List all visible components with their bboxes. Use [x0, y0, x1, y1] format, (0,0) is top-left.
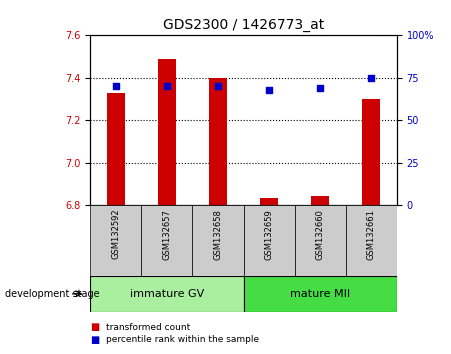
Text: development stage: development stage [5, 289, 99, 299]
Bar [158, 59, 176, 205]
Text: GSM132660: GSM132660 [316, 209, 325, 260]
Bar [107, 93, 124, 205]
Bar [141, 205, 193, 276]
Point [163, 83, 170, 88]
Bar [362, 99, 380, 205]
Text: GSM132659: GSM132659 [265, 209, 274, 259]
Bar [244, 276, 397, 312]
Bar [209, 78, 227, 205]
Point [368, 75, 375, 81]
Bar [193, 205, 244, 276]
Text: ■: ■ [90, 335, 100, 345]
Text: percentile rank within the sample: percentile rank within the sample [106, 335, 259, 344]
Bar [244, 205, 295, 276]
Bar [260, 198, 278, 205]
Point [214, 84, 221, 89]
Text: GSM132661: GSM132661 [367, 209, 376, 260]
Text: immature GV: immature GV [130, 289, 204, 299]
Text: GSM132657: GSM132657 [162, 209, 171, 260]
Bar [90, 205, 141, 276]
Title: GDS2300 / 1426773_at: GDS2300 / 1426773_at [163, 18, 324, 32]
Text: GSM132592: GSM132592 [111, 209, 120, 259]
Text: transformed count: transformed count [106, 323, 190, 332]
Text: mature MII: mature MII [290, 289, 350, 299]
Bar [90, 276, 244, 312]
Bar [346, 205, 397, 276]
Point [266, 87, 273, 93]
Point [317, 85, 324, 91]
Bar [311, 196, 329, 205]
Bar [295, 205, 346, 276]
Text: ■: ■ [90, 322, 100, 332]
Point [112, 84, 120, 89]
Text: GSM132658: GSM132658 [213, 209, 222, 260]
